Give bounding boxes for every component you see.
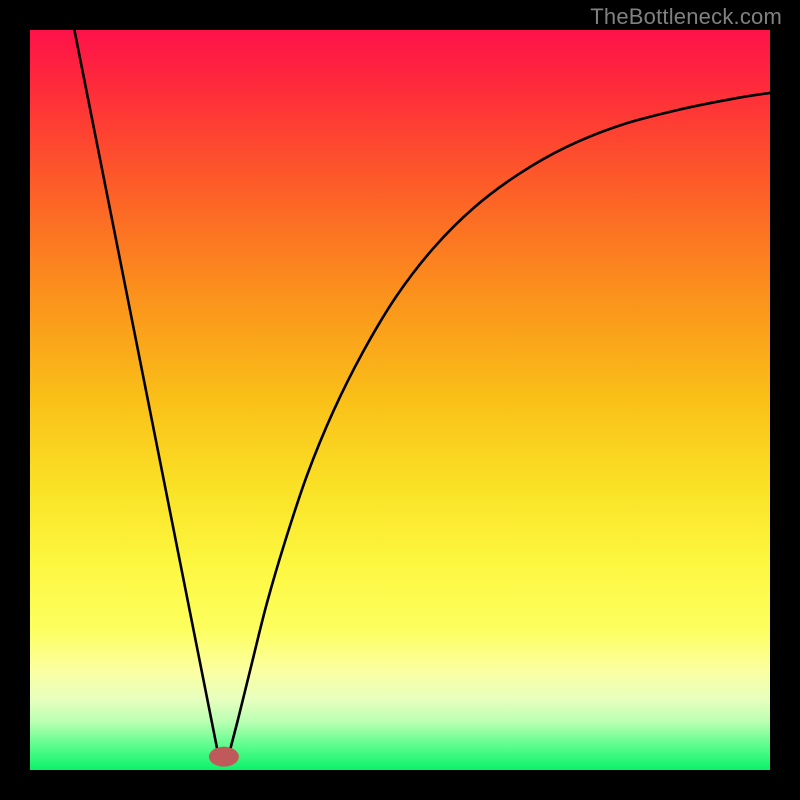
plot-area	[30, 30, 770, 770]
gradient-background	[30, 30, 770, 770]
watermark: TheBottleneck.com	[590, 4, 782, 30]
